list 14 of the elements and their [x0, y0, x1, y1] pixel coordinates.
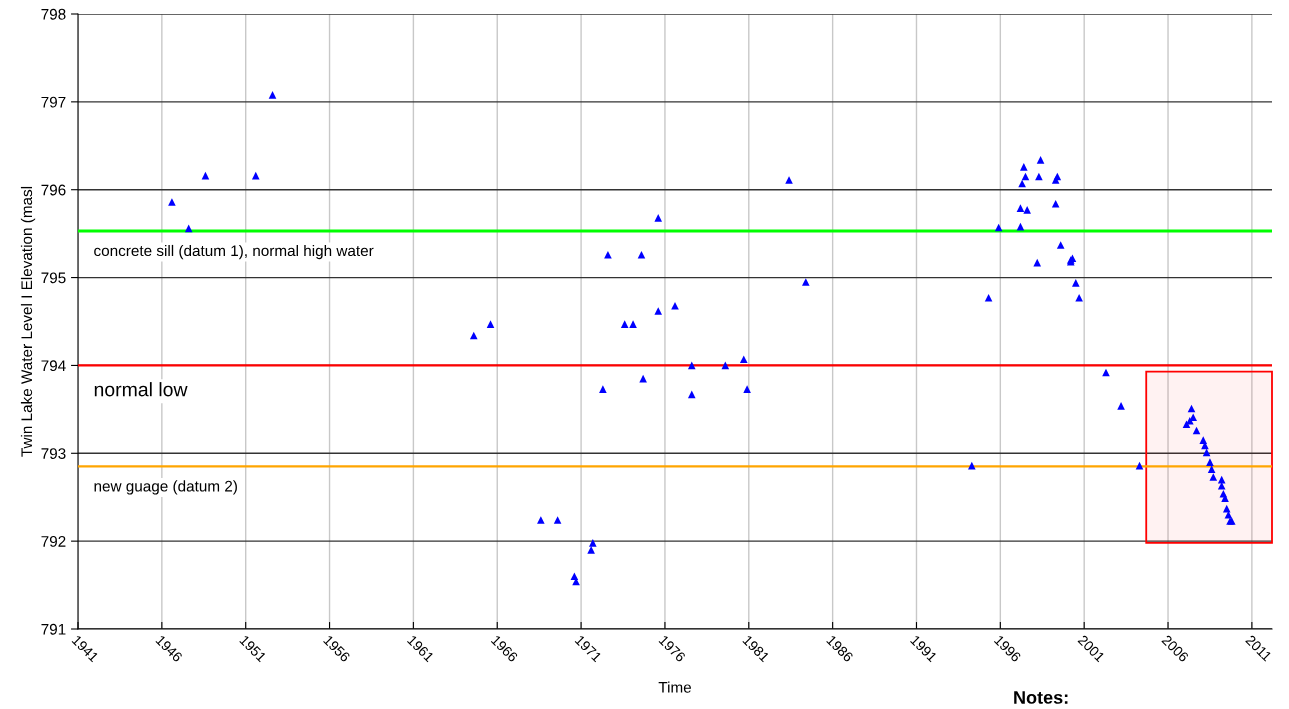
- y-tick-label: 796: [41, 184, 66, 196]
- ref-line-label: new guage (datum 2): [94, 480, 237, 495]
- y-tick-label: 797: [41, 96, 66, 108]
- y-tick-label: 793: [41, 448, 66, 459]
- y-tick-label: 794: [41, 360, 66, 372]
- ref-line-label: concrete sill (datum 1), normal high water: [94, 244, 374, 260]
- y-tick-label: 798: [41, 8, 66, 20]
- y-tick-label: 795: [41, 272, 66, 284]
- text: Notes:: [1014, 691, 1068, 704]
- ref-line-label: normal low: [94, 382, 188, 397]
- y-tick-label: 791: [41, 623, 66, 635]
- y-axis-title: Twin Lake Water Level I Elevation (masl: [20, 186, 36, 457]
- x-axis-title: Time: [658, 681, 692, 693]
- y-tick-label: 792: [41, 536, 66, 547]
